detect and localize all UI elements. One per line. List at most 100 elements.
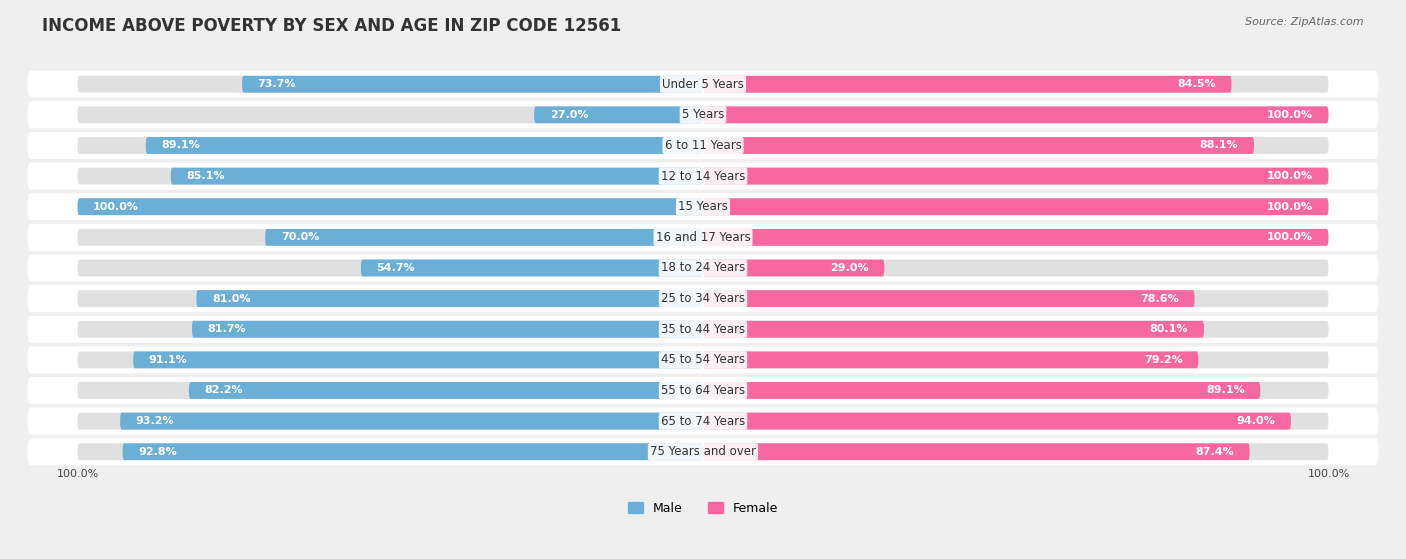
Text: 81.0%: 81.0% (212, 293, 250, 304)
Text: 18 to 24 Years: 18 to 24 Years (661, 262, 745, 274)
Text: 79.2%: 79.2% (1144, 355, 1182, 365)
FancyBboxPatch shape (77, 106, 703, 124)
FancyBboxPatch shape (77, 290, 703, 307)
FancyBboxPatch shape (703, 76, 1329, 93)
FancyBboxPatch shape (28, 224, 1378, 251)
Legend: Male, Female: Male, Female (623, 497, 783, 520)
Text: 73.7%: 73.7% (257, 79, 297, 89)
Text: 85.1%: 85.1% (187, 171, 225, 181)
Text: 100.0%: 100.0% (56, 469, 98, 479)
Text: 100.0%: 100.0% (1267, 171, 1313, 181)
FancyBboxPatch shape (28, 254, 1378, 281)
FancyBboxPatch shape (703, 443, 1329, 460)
Text: 27.0%: 27.0% (550, 110, 588, 120)
Text: 29.0%: 29.0% (830, 263, 869, 273)
Text: 100.0%: 100.0% (1308, 469, 1350, 479)
Text: 84.5%: 84.5% (1177, 79, 1216, 89)
FancyBboxPatch shape (28, 101, 1378, 129)
Text: Source: ZipAtlas.com: Source: ZipAtlas.com (1246, 17, 1364, 27)
FancyBboxPatch shape (170, 168, 703, 184)
Text: 100.0%: 100.0% (1267, 110, 1313, 120)
Text: 93.2%: 93.2% (136, 416, 174, 426)
FancyBboxPatch shape (193, 321, 703, 338)
FancyBboxPatch shape (703, 321, 1329, 338)
FancyBboxPatch shape (28, 193, 1378, 220)
Text: 91.1%: 91.1% (149, 355, 187, 365)
FancyBboxPatch shape (703, 321, 1204, 338)
FancyBboxPatch shape (703, 413, 1329, 429)
Text: 88.1%: 88.1% (1199, 140, 1239, 150)
Text: 94.0%: 94.0% (1236, 416, 1275, 426)
Text: 92.8%: 92.8% (138, 447, 177, 457)
FancyBboxPatch shape (77, 382, 703, 399)
FancyBboxPatch shape (197, 290, 703, 307)
Text: Under 5 Years: Under 5 Years (662, 78, 744, 91)
FancyBboxPatch shape (77, 137, 703, 154)
Text: 15 Years: 15 Years (678, 200, 728, 213)
Text: 25 to 34 Years: 25 to 34 Years (661, 292, 745, 305)
FancyBboxPatch shape (703, 229, 1329, 246)
FancyBboxPatch shape (703, 106, 1329, 124)
Text: 12 to 14 Years: 12 to 14 Years (661, 169, 745, 183)
FancyBboxPatch shape (703, 137, 1254, 154)
FancyBboxPatch shape (703, 352, 1329, 368)
Text: 70.0%: 70.0% (281, 233, 319, 243)
FancyBboxPatch shape (703, 168, 1329, 184)
FancyBboxPatch shape (361, 259, 703, 276)
FancyBboxPatch shape (77, 321, 703, 338)
FancyBboxPatch shape (77, 198, 703, 215)
FancyBboxPatch shape (266, 229, 703, 246)
FancyBboxPatch shape (28, 132, 1378, 159)
FancyBboxPatch shape (188, 382, 703, 399)
FancyBboxPatch shape (703, 382, 1260, 399)
FancyBboxPatch shape (703, 137, 1329, 154)
Text: 82.2%: 82.2% (204, 386, 243, 395)
FancyBboxPatch shape (703, 76, 1232, 93)
FancyBboxPatch shape (28, 377, 1378, 404)
Text: 35 to 44 Years: 35 to 44 Years (661, 323, 745, 336)
Text: 89.1%: 89.1% (1206, 386, 1244, 395)
Text: 89.1%: 89.1% (162, 140, 200, 150)
FancyBboxPatch shape (703, 198, 1329, 215)
FancyBboxPatch shape (77, 259, 703, 276)
FancyBboxPatch shape (534, 106, 703, 124)
FancyBboxPatch shape (703, 198, 1329, 215)
FancyBboxPatch shape (28, 163, 1378, 190)
Text: 5 Years: 5 Years (682, 108, 724, 121)
FancyBboxPatch shape (28, 71, 1378, 98)
FancyBboxPatch shape (28, 285, 1378, 312)
Text: 81.7%: 81.7% (208, 324, 246, 334)
FancyBboxPatch shape (703, 229, 1329, 246)
FancyBboxPatch shape (703, 106, 1329, 124)
Text: 54.7%: 54.7% (377, 263, 415, 273)
FancyBboxPatch shape (77, 443, 703, 460)
Text: 65 to 74 Years: 65 to 74 Years (661, 415, 745, 428)
FancyBboxPatch shape (703, 290, 1195, 307)
FancyBboxPatch shape (703, 352, 1198, 368)
FancyBboxPatch shape (28, 408, 1378, 434)
Text: 100.0%: 100.0% (1267, 233, 1313, 243)
FancyBboxPatch shape (77, 198, 703, 215)
Text: 55 to 64 Years: 55 to 64 Years (661, 384, 745, 397)
Text: 45 to 54 Years: 45 to 54 Years (661, 353, 745, 366)
Text: 78.6%: 78.6% (1140, 293, 1180, 304)
FancyBboxPatch shape (134, 352, 703, 368)
FancyBboxPatch shape (120, 413, 703, 429)
FancyBboxPatch shape (703, 290, 1329, 307)
Text: 80.1%: 80.1% (1150, 324, 1188, 334)
FancyBboxPatch shape (122, 443, 703, 460)
FancyBboxPatch shape (77, 413, 703, 429)
FancyBboxPatch shape (77, 229, 703, 246)
FancyBboxPatch shape (28, 316, 1378, 343)
Text: 16 and 17 Years: 16 and 17 Years (655, 231, 751, 244)
FancyBboxPatch shape (77, 76, 703, 93)
FancyBboxPatch shape (242, 76, 703, 93)
FancyBboxPatch shape (703, 382, 1329, 399)
Text: 100.0%: 100.0% (93, 202, 139, 212)
FancyBboxPatch shape (703, 413, 1291, 429)
Text: 87.4%: 87.4% (1195, 447, 1234, 457)
FancyBboxPatch shape (77, 168, 703, 184)
Text: INCOME ABOVE POVERTY BY SEX AND AGE IN ZIP CODE 12561: INCOME ABOVE POVERTY BY SEX AND AGE IN Z… (42, 17, 621, 35)
FancyBboxPatch shape (703, 443, 1250, 460)
FancyBboxPatch shape (28, 347, 1378, 373)
